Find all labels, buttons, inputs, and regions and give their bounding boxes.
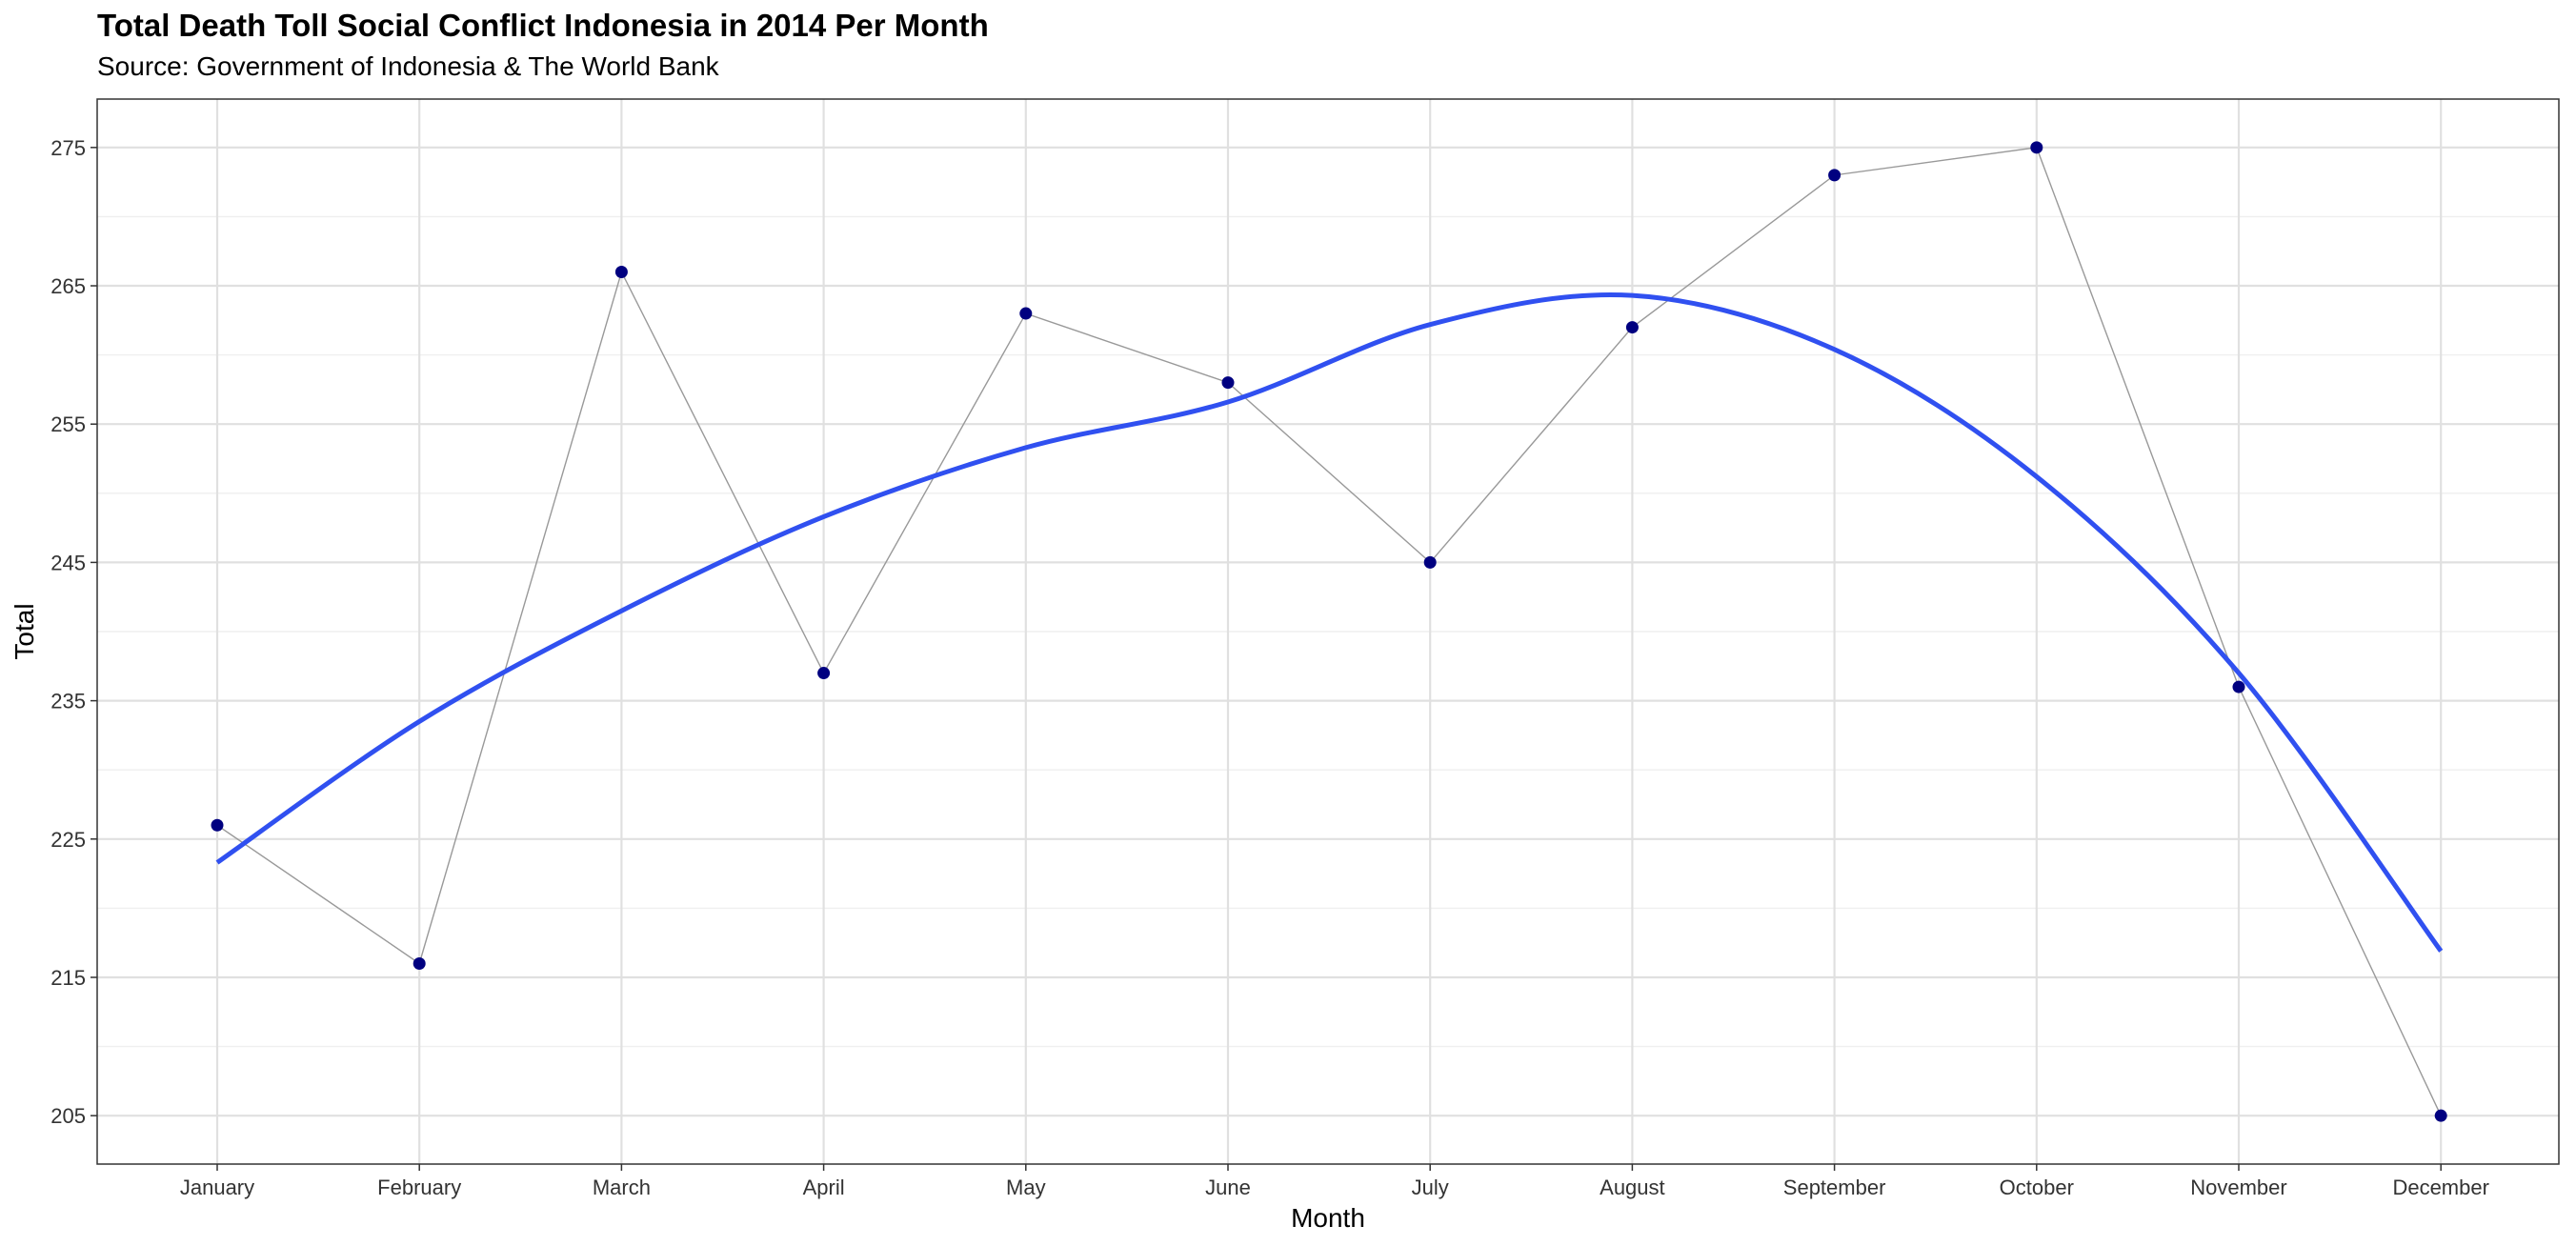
data-point	[614, 265, 628, 278]
smooth-trend-line	[215, 291, 2444, 953]
x-tick-label: December	[2392, 1176, 2488, 1199]
y-axis-title: Total	[10, 603, 39, 659]
x-tick-label: August	[1600, 1176, 1665, 1199]
x-tick-label: November	[2190, 1176, 2286, 1199]
data-point	[413, 956, 426, 970]
data-point	[817, 667, 831, 680]
y-tick-label: 265	[50, 274, 86, 298]
major-gridlines	[97, 99, 2559, 1164]
x-tick-label: January	[180, 1176, 254, 1199]
data-point	[2232, 680, 2245, 693]
data-point	[2030, 141, 2043, 154]
y-tick-label: 245	[50, 551, 86, 574]
data-point	[2434, 1109, 2447, 1122]
data-point	[1423, 555, 1437, 569]
raw-series	[216, 147, 2442, 1116]
y-axis: 205 215 225 235 245 255 265 275	[50, 136, 97, 1128]
data-point	[1019, 307, 1033, 320]
y-tick-label: 225	[50, 828, 86, 852]
x-tick-label: June	[1205, 1176, 1251, 1199]
raw-series-line	[216, 147, 2442, 1116]
y-tick-label: 235	[50, 690, 86, 713]
x-tick-label: April	[803, 1176, 845, 1199]
data-point	[1221, 376, 1235, 390]
minor-gridlines	[97, 215, 2559, 1048]
data-point	[1625, 321, 1639, 334]
data-point	[1828, 169, 1841, 182]
x-tick-label: September	[1783, 1176, 1886, 1199]
x-axis: January February March April May June July Augu…	[180, 1164, 2489, 1199]
x-tick-label: February	[377, 1176, 461, 1199]
y-tick-label: 215	[50, 966, 86, 990]
x-axis-title: Month	[1291, 1203, 1365, 1233]
x-tick-label: May	[1006, 1176, 1046, 1199]
y-tick-label: 275	[50, 136, 86, 160]
y-tick-label: 255	[50, 412, 86, 436]
chart-subtitle: Source: Government of Indonesia & The Wo…	[97, 51, 719, 81]
data-point	[211, 818, 224, 832]
chart-title: Total Death Toll Social Conflict Indones…	[97, 8, 989, 43]
y-tick-label: 205	[50, 1104, 86, 1128]
smooth-series	[215, 291, 2444, 953]
panel-border	[96, 98, 2560, 1165]
x-tick-label: March	[593, 1176, 651, 1199]
x-tick-label: October	[2000, 1176, 2074, 1199]
data-points	[211, 141, 2447, 1122]
x-tick-label: July	[1412, 1176, 1449, 1199]
